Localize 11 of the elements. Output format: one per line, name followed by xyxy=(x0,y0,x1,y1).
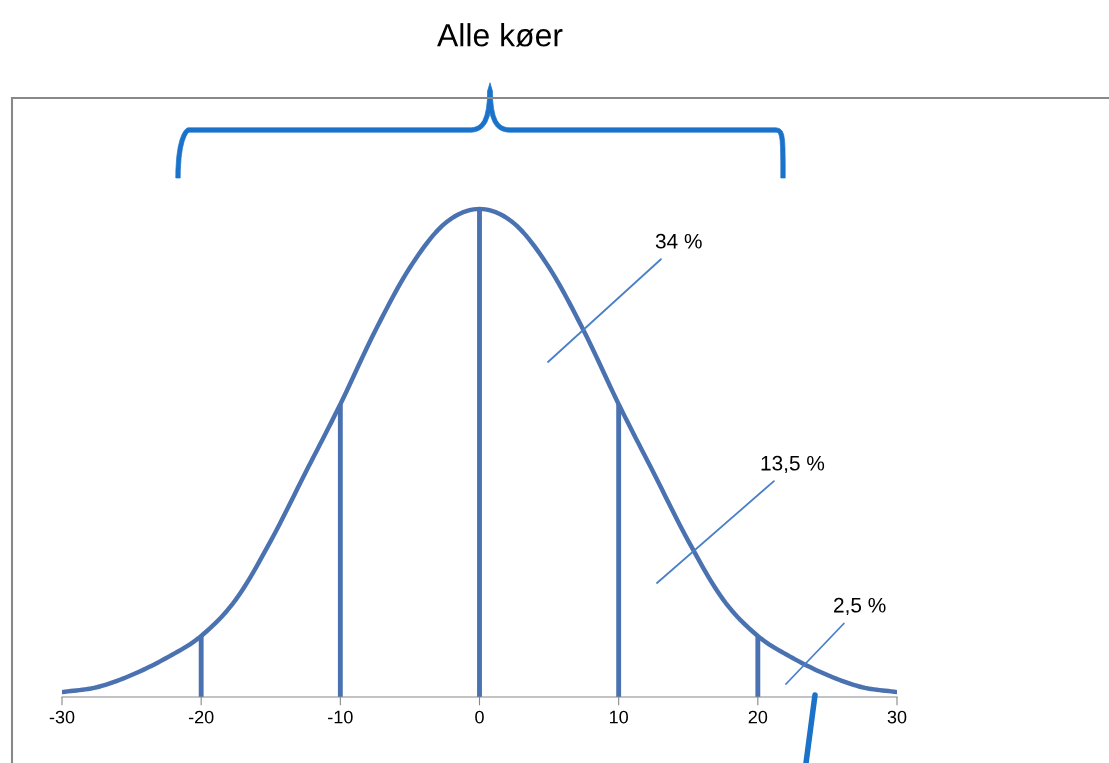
x-tick-label: 10 xyxy=(610,710,628,724)
chart-title: Alle køer xyxy=(437,23,563,47)
x-tick-label: 20 xyxy=(748,710,768,724)
x-tick-label: 0 xyxy=(475,710,484,724)
x-tick-label: -20 xyxy=(188,710,214,724)
x-tick-label: -10 xyxy=(328,710,353,724)
x-tick-label: -30 xyxy=(49,710,75,724)
annotation: 2,5 % xyxy=(834,597,886,616)
x-tick-label: 30 xyxy=(887,710,907,724)
annotation: 34 % xyxy=(655,233,702,249)
annotation: 13,5 % xyxy=(761,455,825,474)
